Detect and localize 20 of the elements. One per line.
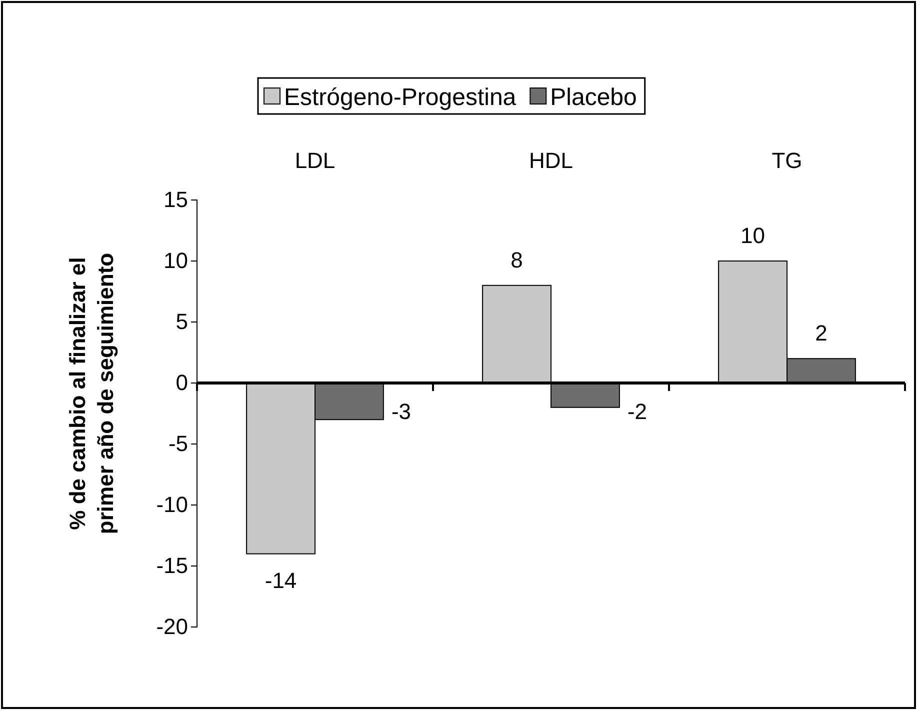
data-label: 10	[740, 223, 766, 248]
y-tick-label: -20	[156, 614, 188, 640]
y-tick-label: 0	[176, 370, 188, 396]
x-tick-label: TG	[772, 148, 802, 173]
x-tick-label: LDL	[294, 148, 336, 173]
data-label: 2	[815, 320, 828, 346]
data-label: -14	[264, 568, 297, 593]
legend-label: Estrógeno-Progestina	[284, 84, 517, 111]
legend-label: Placebo	[550, 84, 637, 111]
y-tick-label: 15	[164, 187, 188, 212]
y-axis-title: % de cambio al finalizar el primer año de seguimiento	[65, 252, 118, 534]
x-tick-label: HDL	[528, 148, 574, 173]
data-label: -3	[391, 399, 411, 424]
y-tick-label: -15	[156, 553, 188, 578]
y-tick-label: -5	[168, 431, 188, 456]
data-label: -2	[627, 399, 647, 424]
y-tick-label: 5	[176, 309, 188, 334]
y-tick-label: 10	[164, 248, 188, 274]
y-tick-label: -10	[156, 492, 188, 518]
data-label: 8	[510, 247, 523, 272]
